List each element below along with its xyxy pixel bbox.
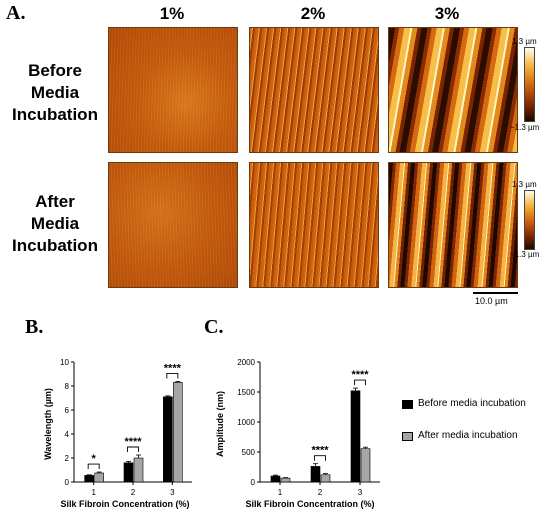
row-header-after-line2: Media (30, 214, 80, 233)
c-bar-2-after (320, 474, 331, 483)
c-ytick-label-1: 500 (242, 448, 256, 457)
b-sig-label-3: **** (164, 362, 182, 374)
c-sig-bracket-3 (354, 379, 366, 386)
b-ytick-label-3: 6 (65, 406, 70, 415)
b-xtick-label-2: 3 (170, 488, 175, 497)
chart-c-bars (270, 387, 371, 483)
legend-label-after: After media incubation (418, 430, 518, 441)
afm-image-after-3pct (388, 162, 518, 288)
c-bar-3-before (350, 390, 361, 483)
b-sig-bracket-3 (166, 372, 179, 379)
chart-b-y-axis-label: Wavelength (µm) (43, 388, 53, 460)
b-ytick-label-2: 4 (65, 430, 70, 439)
c-ytick-label-3: 1500 (237, 388, 255, 397)
panel-c-letter: C. (204, 316, 224, 338)
b-xtick-label-1: 2 (131, 488, 136, 497)
row-header-after-line1: After (35, 192, 75, 211)
colorbar-bottom-min-label: −1.3 µm (510, 250, 540, 259)
b-sig-label-2: **** (124, 436, 142, 448)
b-bar-1-after (94, 472, 104, 483)
afm-image-before-2pct (249, 27, 379, 153)
c-xtick-label-2: 3 (358, 488, 363, 497)
legend: Before media incubation After media incu… (402, 396, 547, 446)
panel-a-letter: A. (6, 2, 26, 24)
scale-bar-label: 10.0 µm (475, 296, 508, 306)
b-ytick-label-0: 0 (65, 478, 70, 487)
c-xtick-label-0: 1 (278, 488, 283, 497)
chart-c-y-axis-label: Amplitude (nm) (215, 391, 225, 457)
afm-image-after-2pct (249, 162, 379, 288)
b-bar-3-after (173, 382, 183, 483)
chart-b-x-ticks: 1 2 3 (91, 482, 175, 497)
row-header-before-line2: Media (30, 83, 80, 102)
legend-swatch-after (402, 432, 413, 441)
c-ytick-label-0: 0 (251, 478, 256, 487)
row-header-before: Before Media Incubation (0, 60, 111, 126)
c-ytick-label-4: 2000 (237, 358, 255, 367)
chart-b-x-axis-label: Silk Fibroin Concentration (%) (60, 499, 189, 509)
scale-bar (473, 292, 518, 294)
colorbar-bottom-max-label: 1.3 µm (512, 180, 537, 189)
row-header-after-line3: Incubation (12, 236, 98, 255)
panel-b-letter: B. (25, 316, 44, 338)
column-header-1pct: 1% (159, 4, 185, 23)
chart-c-x-ticks: 1 2 3 (278, 482, 363, 497)
c-ytick-label-2: 1000 (237, 418, 255, 427)
c-bar-3-after (360, 448, 371, 483)
colorbar-top-max-label: 1.3 µm (512, 37, 537, 46)
b-bar-1-before (84, 475, 94, 483)
b-sig-bracket-1 (87, 463, 100, 470)
chart-c-y-ticks: 0 500 1000 1500 2000 (237, 358, 260, 487)
colorbar-bottom (524, 190, 535, 250)
b-ytick-label-5: 10 (60, 358, 69, 367)
chart-c-amplitude: 0 500 1000 1500 2000 1 2 3 **** **** Amplitude … (215, 358, 380, 509)
c-bar-1-before (270, 475, 281, 483)
row-header-before-line3: Incubation (12, 105, 98, 124)
column-header-2pct: 2% (300, 4, 326, 23)
b-ytick-label-1: 2 (65, 454, 70, 463)
legend-swatch-before (402, 400, 413, 409)
b-sig-label-1: * (92, 453, 97, 465)
column-header-3pct: 3% (434, 4, 460, 23)
legend-label-before: Before media incubation (418, 398, 526, 409)
afm-image-before-1pct (108, 27, 238, 153)
chart-c-x-axis-label: Silk Fibroin Concentration (%) (245, 499, 374, 509)
colorbar-top (524, 47, 535, 122)
b-bar-3-before (163, 396, 173, 483)
c-sig-label-2: **** (311, 445, 329, 457)
chart-b-y-ticks: 0 2 4 6 8 10 (60, 358, 74, 487)
b-bar-2-after (133, 457, 144, 483)
c-sig-bracket-2 (314, 455, 326, 461)
afm-image-before-3pct (388, 27, 518, 153)
chart-c-significance: **** **** (311, 369, 369, 461)
row-header-after: After Media Incubation (0, 191, 111, 257)
chart-b-significance: ********* (87, 362, 182, 470)
b-bar-2-before (123, 462, 134, 483)
b-xtick-label-0: 1 (91, 488, 96, 497)
c-bar-2-before (310, 466, 321, 483)
colorbar-top-min-label: −1.3 µm (510, 123, 540, 132)
afm-image-after-1pct (108, 162, 238, 288)
c-bar-1-after (280, 477, 291, 483)
c-xtick-label-1: 2 (318, 488, 323, 497)
row-header-before-line1: Before (28, 61, 82, 80)
b-ytick-label-4: 8 (65, 382, 70, 391)
chart-b-bars (84, 381, 183, 483)
b-sig-bracket-2 (127, 446, 139, 452)
c-sig-label-3: **** (351, 369, 369, 381)
